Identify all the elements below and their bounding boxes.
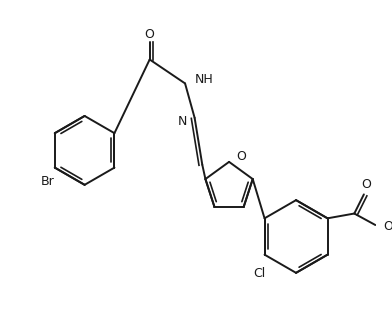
Text: NH: NH	[195, 73, 213, 86]
Text: N: N	[178, 115, 187, 128]
Text: O: O	[145, 28, 154, 41]
Text: Cl: Cl	[254, 267, 266, 280]
Text: Br: Br	[40, 175, 54, 188]
Text: O: O	[383, 220, 392, 233]
Text: O: O	[361, 178, 371, 191]
Text: O: O	[237, 150, 247, 162]
